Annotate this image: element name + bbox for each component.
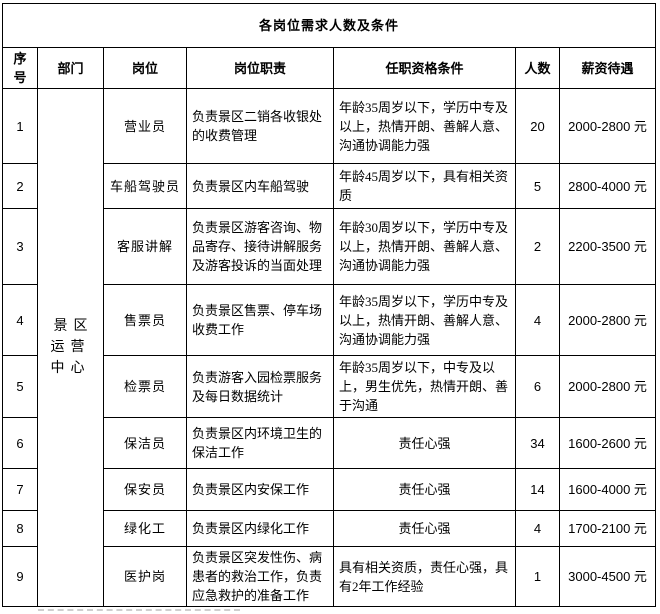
department-cell: 景区运营中心 bbox=[37, 88, 104, 607]
cell-salary: 1600-4000 元 bbox=[558, 468, 657, 511]
cell-no: 4 bbox=[2, 284, 38, 356]
cell-qualification: 具有相关资质，责任心强，具有2年工作经验 bbox=[333, 546, 516, 607]
cell-position: 保安员 bbox=[103, 468, 187, 511]
cell-duty: 负责景区内安保工作 bbox=[186, 468, 334, 511]
title-row: 各岗位需求人数及条件 bbox=[1, 3, 657, 48]
cell-qualification: 年龄30周岁以下，学历中专及以上，热情开朗、善解人意、沟通协调能力强 bbox=[333, 208, 516, 285]
cell-duty: 负责景区内环境卫生的保洁工作 bbox=[186, 417, 334, 469]
cell-duty: 负责景区内绿化工作 bbox=[186, 510, 334, 547]
cell-count: 4 bbox=[515, 510, 560, 547]
cell-duty: 负责景区突发性伤、病患者的救治工作，负责应急救护的准备工作 bbox=[186, 546, 334, 607]
cell-position: 营业员 bbox=[103, 88, 187, 164]
cell-position: 客服讲解 bbox=[103, 208, 187, 285]
cell-count: 34 bbox=[515, 417, 560, 469]
cell-salary: 3000-4500 元 bbox=[558, 546, 657, 607]
cell-salary: 1600-2600 元 bbox=[558, 417, 657, 469]
cell-count: 14 bbox=[515, 468, 560, 511]
cell-qualification: 责任心强 bbox=[333, 417, 516, 469]
cell-qualification: 责任心强 bbox=[333, 468, 516, 511]
col-header-count: 人数 bbox=[515, 47, 560, 89]
cell-count: 2 bbox=[515, 208, 560, 285]
cell-position: 检票员 bbox=[103, 355, 187, 418]
cell-qualification: 年龄35周岁以下，中专及以上，男生优先，热情开朗、善于沟通 bbox=[333, 355, 516, 418]
cell-count: 5 bbox=[515, 163, 560, 209]
cell-qualification: 年龄35周岁以下，学历中专及以上，热情开朗、善解人意、沟通协调能力强 bbox=[333, 284, 516, 356]
job-requirements-table: 各岗位需求人数及条件 序号 部门 岗位 岗位职责 任职资格条件 人数 薪资待遇 … bbox=[1, 3, 657, 607]
cell-no: 8 bbox=[2, 510, 38, 547]
table-title: 各岗位需求人数及条件 bbox=[1, 3, 657, 48]
cell-count: 20 bbox=[515, 88, 560, 164]
col-header-salary: 薪资待遇 bbox=[558, 47, 657, 89]
cell-position: 车船驾驶员 bbox=[103, 163, 187, 209]
col-header-duty: 岗位职责 bbox=[186, 47, 334, 89]
cell-salary: 1700-2100 元 bbox=[558, 510, 657, 547]
cell-no: 5 bbox=[2, 355, 38, 418]
cell-no: 9 bbox=[2, 546, 38, 607]
cell-no: 7 bbox=[2, 468, 38, 511]
table-row: 5 检票员 负责游客入园检票服务及每日数据统计 年龄35周岁以下，中专及以上，男… bbox=[2, 355, 657, 418]
table-row: 3 客服讲解 负责景区游客咨询、物品寄存、接待讲解服务及游客投诉的当面处理 年龄… bbox=[2, 208, 657, 285]
header-row: 序号 部门 岗位 岗位职责 任职资格条件 人数 薪资待遇 bbox=[2, 47, 657, 89]
cell-salary: 2200-3500 元 bbox=[558, 208, 657, 285]
table-row: 9 医护岗 负责景区突发性伤、病患者的救治工作，负责应急救护的准备工作 具有相关… bbox=[2, 546, 657, 607]
cell-position: 医护岗 bbox=[103, 546, 187, 607]
cell-duty: 负责游客入园检票服务及每日数据统计 bbox=[186, 355, 334, 418]
cell-no: 6 bbox=[2, 417, 38, 469]
cell-no: 2 bbox=[2, 163, 38, 209]
cell-no: 3 bbox=[2, 208, 38, 285]
cell-qualification: 年龄35周岁以下，学历中专及以上，热情开朗、善解人意、沟通协调能力强 bbox=[333, 88, 516, 164]
cell-position: 保洁员 bbox=[103, 417, 187, 469]
table-row: 7 保安员 负责景区内安保工作 责任心强 14 1600-4000 元 bbox=[2, 468, 657, 511]
cell-no: 1 bbox=[2, 88, 38, 164]
cell-position: 售票员 bbox=[103, 284, 187, 356]
col-header-position: 岗位 bbox=[103, 47, 187, 89]
table-row: 8 绿化工 负责景区内绿化工作 责任心强 4 1700-2100 元 bbox=[2, 510, 657, 547]
cell-count: 4 bbox=[515, 284, 560, 356]
cell-salary: 2000-2800 元 bbox=[558, 88, 657, 164]
bottom-dashed-artifact bbox=[38, 609, 240, 611]
table-row: 2 车船驾驶员 负责景区内车船驾驶 年龄45周岁以下，具有相关资质 5 2800… bbox=[2, 163, 657, 209]
cell-count: 1 bbox=[515, 546, 560, 607]
table-row: 4 售票员 负责景区售票、停车场收费工作 年龄35周岁以下，学历中专及以上，热情… bbox=[2, 284, 657, 356]
col-header-dept: 部门 bbox=[37, 47, 104, 89]
cell-qualification: 年龄45周岁以下，具有相关资质 bbox=[333, 163, 516, 209]
cell-duty: 负责景区二销各收银处的收费管理 bbox=[186, 88, 334, 164]
cell-duty: 负责景区内车船驾驶 bbox=[186, 163, 334, 209]
col-header-no: 序号 bbox=[2, 47, 38, 89]
cell-salary: 2000-2800 元 bbox=[558, 355, 657, 418]
table-row: 1 景区运营中心 营业员 负责景区二销各收银处的收费管理 年龄35周岁以下，学历… bbox=[2, 88, 657, 607]
cell-duty: 负责景区售票、停车场收费工作 bbox=[186, 284, 334, 356]
department-label: 景区运营中心 bbox=[50, 319, 94, 376]
cell-duty: 负责景区游客咨询、物品寄存、接待讲解服务及游客投诉的当面处理 bbox=[186, 208, 334, 285]
col-header-qualification: 任职资格条件 bbox=[333, 47, 516, 89]
cell-salary: 2800-4000 元 bbox=[558, 163, 657, 209]
cell-salary: 2000-2800 元 bbox=[558, 284, 657, 356]
cell-position: 绿化工 bbox=[103, 510, 187, 547]
cell-count: 6 bbox=[515, 355, 560, 418]
cell-qualification: 责任心强 bbox=[333, 510, 516, 547]
